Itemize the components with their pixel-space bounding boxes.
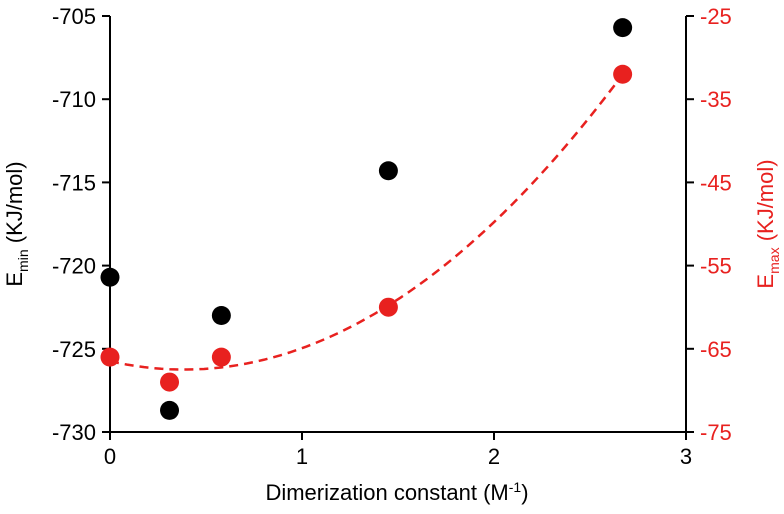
x-axis-title: Dimerization constant (M-1): [265, 479, 528, 505]
x-axis-title-sup: -1: [509, 479, 522, 495]
y-left-tick-label: -715: [52, 170, 96, 195]
y-axis-left-title-base: E: [2, 272, 27, 287]
trendlines: [109, 73, 624, 371]
y-left-tick-label: -725: [52, 337, 96, 362]
emin-point: [160, 400, 180, 420]
trendline-emax: [109, 73, 624, 371]
y-right-tick-label: -35: [700, 87, 732, 112]
y-left-tick-label: -705: [52, 4, 96, 29]
emax-point: [378, 297, 398, 317]
x-axis-title-main: Dimerization constant (M: [265, 480, 508, 505]
emax-point: [160, 372, 180, 392]
emax-point: [211, 347, 231, 367]
y-axis-right-title-base: E: [753, 274, 778, 289]
x-tick-label: 1: [296, 444, 308, 469]
y-axis-left-title-unit: (KJ/mol): [2, 161, 27, 249]
x-tick-label: 2: [488, 444, 500, 469]
x-tick-label: 0: [104, 444, 116, 469]
y-left-tick-label: -710: [52, 87, 96, 112]
y-axis-right-title: Emax (KJ/mol): [753, 159, 782, 288]
y-axis-right-title-sub: max: [766, 247, 782, 273]
y-right-tick-label: -55: [700, 254, 732, 279]
ticks: -705 -710 -715 -720 -725 -730 -25 -35 -45 -55 -65 -…: [52, 4, 732, 469]
y-right-tick-label: -25: [700, 4, 732, 29]
y-right-tick-label: -45: [700, 170, 732, 195]
y-axis-left-title-sub: min: [15, 249, 31, 272]
y-axis-left-title: Emin (KJ/mol): [2, 161, 31, 286]
axes: [109, 16, 687, 433]
y-left-tick-label: -720: [52, 254, 96, 279]
y-left-tick-label: -730: [52, 420, 96, 445]
y-axis-right-title-unit: (KJ/mol): [753, 159, 778, 247]
emin-point: [211, 306, 231, 326]
data-points: [100, 18, 633, 420]
x-tick-label: 3: [680, 444, 692, 469]
y-right-tick-label: -65: [700, 337, 732, 362]
emin-point: [100, 267, 120, 287]
emax-point: [100, 347, 120, 367]
emin-point: [613, 18, 633, 38]
emax-point: [613, 64, 633, 84]
x-axis-title-tail: ): [521, 480, 528, 505]
y-right-tick-label: -75: [700, 420, 732, 445]
emin-point: [378, 161, 398, 181]
